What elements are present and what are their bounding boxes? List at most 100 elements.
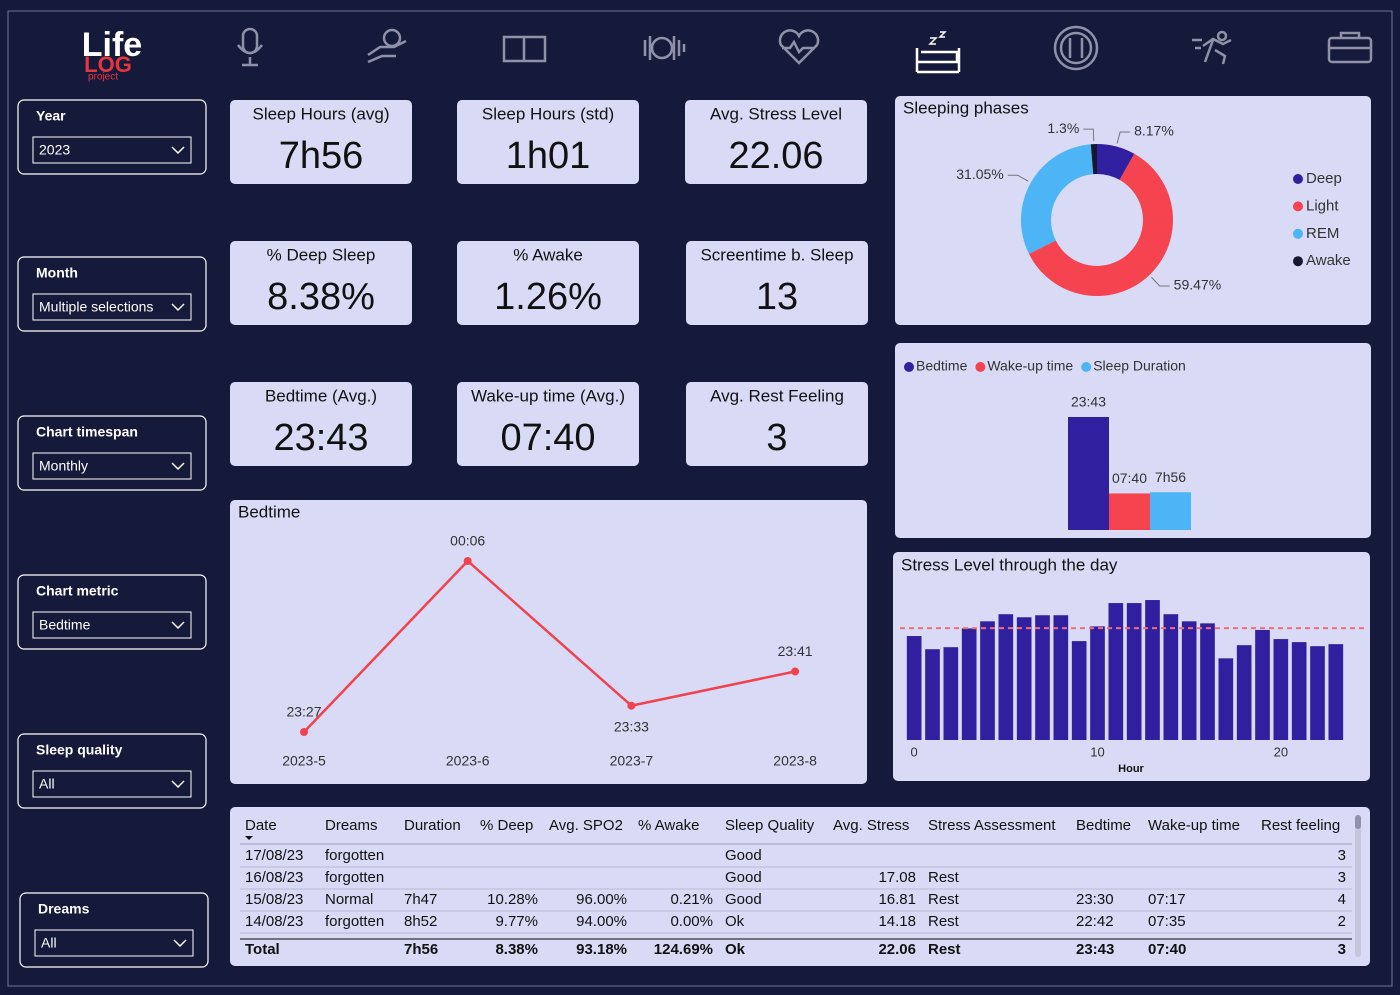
legend-swatch <box>1293 201 1303 212</box>
filter-label: Dreams <box>38 901 90 917</box>
filter-dropdown[interactable] <box>32 452 192 480</box>
nav-money[interactable] <box>367 28 407 64</box>
pie-slice <box>1090 144 1097 175</box>
kpi-title: Bedtime (Avg.) <box>265 386 377 405</box>
legend-label: Sleep Duration <box>1093 358 1186 374</box>
table-cell: 23:30 <box>1076 891 1114 908</box>
table-cell: 0.21% <box>670 891 713 908</box>
bar <box>1200 623 1215 740</box>
kpi-card <box>457 100 639 184</box>
filter-dropdown[interactable] <box>32 136 192 164</box>
bar <box>998 614 1014 740</box>
filter-dropdown[interactable] <box>32 293 192 321</box>
nav-food[interactable] <box>1053 25 1099 71</box>
table-cell: 14.18 <box>878 913 916 930</box>
kpi-card <box>230 241 412 325</box>
kpi-card <box>457 382 639 466</box>
bar <box>906 636 922 740</box>
x-tick-label: 10 <box>1090 744 1104 759</box>
table-cell: 14/08/23 <box>245 913 303 930</box>
table-total: Ok <box>725 941 746 958</box>
leader-line <box>1116 131 1131 144</box>
bar <box>1068 417 1109 530</box>
slice-label: 31.05% <box>956 166 1003 182</box>
bar <box>1035 615 1050 740</box>
table-cell: Good <box>725 869 762 886</box>
x-tick-label: 2023-8 <box>773 753 817 769</box>
bar <box>1090 626 1105 740</box>
nav-work[interactable] <box>1327 31 1373 64</box>
bar <box>1109 493 1150 530</box>
dropdown-chevron <box>171 621 185 630</box>
kpi-card <box>230 100 412 184</box>
pie-slice <box>1028 153 1173 297</box>
kpi-card <box>230 382 412 466</box>
table-header: Avg. SPO2 <box>549 817 623 834</box>
kpi-value: 8.38% <box>267 276 375 318</box>
chart-title: Sleeping phases <box>903 98 1029 117</box>
table-header: Sleep Quality <box>725 817 815 834</box>
table-cell: 4 <box>1338 891 1346 908</box>
legend-label: Bedtime <box>916 358 968 374</box>
bar <box>1145 600 1160 740</box>
bar <box>1181 621 1197 740</box>
legend-swatch <box>904 362 914 372</box>
table-header: Date <box>245 817 277 834</box>
data-label: 23:41 <box>778 643 813 659</box>
bar <box>1071 641 1087 740</box>
kpi-value: 22.06 <box>728 135 823 177</box>
table-cell: 9.77% <box>495 913 538 930</box>
table-cell: 15/08/23 <box>245 891 303 908</box>
line-point <box>300 728 308 736</box>
dropdown-chevron <box>171 780 185 789</box>
kpi-value: 07:40 <box>500 417 595 459</box>
nav-run[interactable] <box>1192 30 1232 65</box>
nav-mic[interactable] <box>237 27 263 67</box>
x-tick-label: 2023-5 <box>282 753 326 769</box>
nav-music[interactable] <box>640 36 686 60</box>
table-total: 22.06 <box>878 941 916 958</box>
slice-label: 1.3% <box>1047 120 1079 136</box>
legend-label: REM <box>1306 225 1339 242</box>
legend-swatch <box>1293 174 1303 184</box>
logo-project: project <box>88 72 118 83</box>
table-header: Bedtime <box>1076 817 1131 834</box>
nav-sleep[interactable] <box>915 31 961 74</box>
table-cell: Ok <box>725 913 745 930</box>
bar <box>980 621 995 740</box>
filter-value: All <box>41 935 57 951</box>
scrollbar[interactable] <box>1355 815 1361 957</box>
filter-box <box>17 574 207 650</box>
table-cell: 2 <box>1338 913 1346 930</box>
table-cell: 17.08 <box>878 869 916 886</box>
data-label: 07:40 <box>1112 470 1147 486</box>
bar <box>1273 639 1289 740</box>
filter-dropdown[interactable] <box>32 770 192 798</box>
table-header: % Awake <box>638 817 699 834</box>
table-total: 23:43 <box>1076 941 1114 958</box>
filter-box <box>19 892 209 968</box>
kpi-title: Wake-up time (Avg.) <box>471 386 625 405</box>
pie-slice <box>1021 144 1094 254</box>
legend-swatch <box>975 362 986 372</box>
filter-dropdown[interactable] <box>34 929 194 957</box>
table-cell: forgotten <box>325 847 384 864</box>
filter-label: Sleep quality <box>36 742 123 758</box>
legend-label: Awake <box>1306 252 1351 269</box>
filter-label: Month <box>36 265 78 281</box>
nav-heart[interactable] <box>778 29 820 65</box>
dropdown-chevron <box>173 939 187 948</box>
frame <box>7 10 1393 987</box>
table-cell: 7h47 <box>404 891 437 908</box>
filter-label: Year <box>36 108 66 124</box>
panel <box>230 807 1370 966</box>
bar <box>1236 645 1252 740</box>
scrollbar-thumb[interactable] <box>1355 815 1361 829</box>
legend-label: Wake-up time <box>987 358 1073 374</box>
bar <box>1150 492 1191 530</box>
nav-book[interactable] <box>502 35 547 63</box>
table-cell: 96.00% <box>576 891 627 908</box>
bar <box>1108 603 1124 740</box>
table-header: % Deep <box>480 817 533 834</box>
filter-dropdown[interactable] <box>32 611 192 639</box>
